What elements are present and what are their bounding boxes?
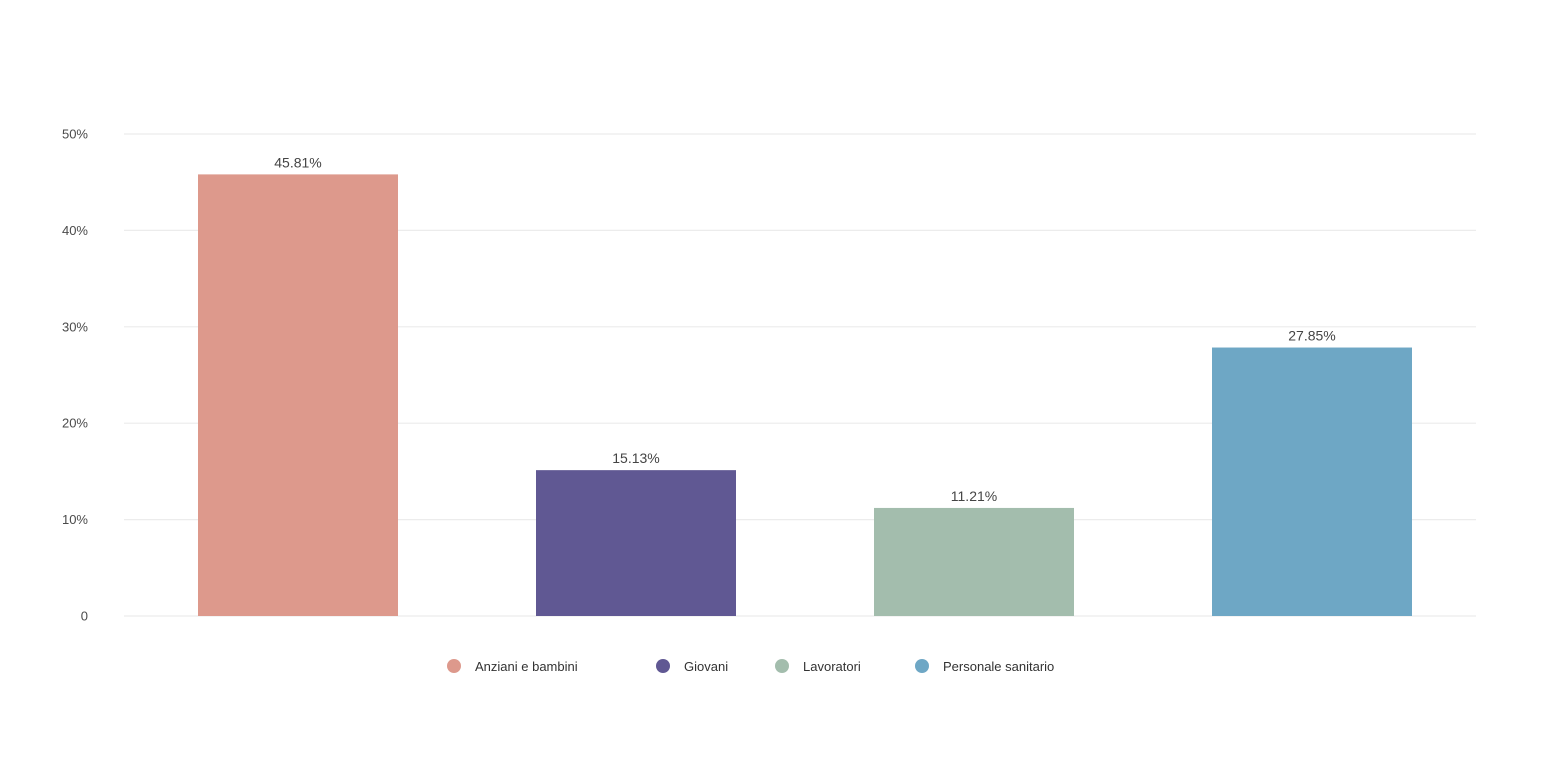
legend-item[interactable]: Giovani: [656, 655, 728, 677]
y-tick-label: 20%: [62, 416, 88, 431]
legend-swatch-icon: [447, 659, 461, 673]
legend-swatch-icon: [775, 659, 789, 673]
y-tick-label: 50%: [62, 127, 88, 142]
legend-item[interactable]: Personale sanitario: [915, 655, 1054, 677]
bar[interactable]: [536, 470, 736, 616]
y-tick-label: 10%: [62, 512, 88, 527]
y-tick-label: 0: [81, 609, 88, 624]
y-axis-ticks: 0 10% 20% 30% 40% 50%: [62, 127, 88, 624]
bars: [198, 174, 1412, 616]
bar[interactable]: [874, 507, 1074, 616]
bar-value-label: 27.85%: [1288, 328, 1335, 344]
legend-label: Personale sanitario: [943, 658, 1055, 674]
y-tick-label: 30%: [62, 319, 88, 334]
legend-swatch-icon: [915, 659, 929, 673]
legend-swatch-icon: [656, 659, 670, 673]
y-tick-label: 40%: [62, 223, 88, 238]
legend-item[interactable]: Anziani e bambini: [447, 655, 578, 677]
bar-value-label: 15.13%: [612, 450, 659, 466]
legend-label: Giovani: [684, 658, 729, 674]
legend-item[interactable]: Lavoratori: [775, 655, 861, 677]
bar-value-label: 45.81%: [274, 154, 321, 170]
legend-label: Anziani e bambini: [475, 658, 578, 674]
bar-value-label: 11.21%: [951, 488, 997, 504]
legend-label: Lavoratori: [803, 658, 861, 674]
legend: Anziani e bambini Giovani Lavoratori Person…: [0, 655, 1565, 677]
data-labels: 45.81% 15.13% 11.21% 27.85%: [274, 154, 1335, 504]
bar[interactable]: [1212, 347, 1412, 616]
bar[interactable]: [198, 174, 398, 616]
